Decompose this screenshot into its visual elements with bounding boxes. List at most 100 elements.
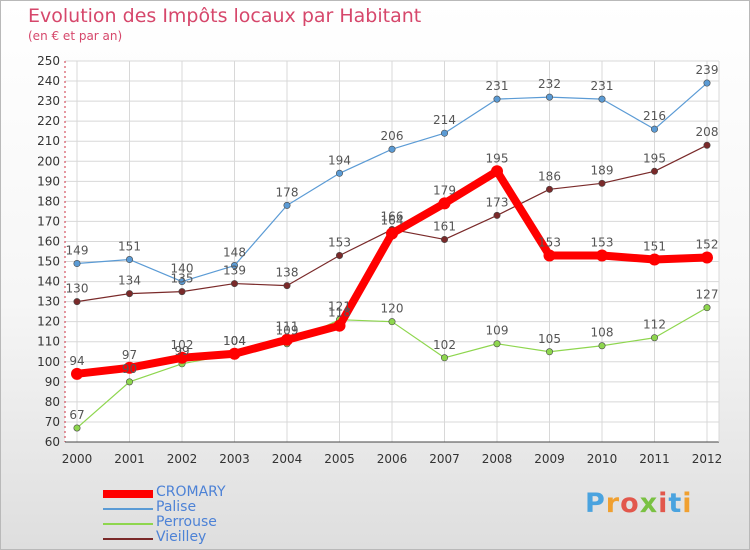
logo-letter: i (658, 488, 669, 519)
legend-label: Vieilley (156, 529, 207, 545)
data-label: 108 (591, 326, 614, 340)
data-label: 120 (381, 302, 404, 316)
y-tick-label: 250 (37, 54, 60, 68)
data-label: 186 (538, 169, 561, 183)
data-point (281, 333, 293, 346)
y-tick-label: 70 (45, 415, 60, 429)
x-tick-label: 2009 (534, 452, 565, 466)
x-tick-label: 2001 (114, 452, 145, 466)
data-point (126, 378, 134, 386)
legend: CROMARY Palise Perrouse Vieilley (103, 484, 303, 546)
data-label: 138 (276, 266, 299, 280)
y-tick-label: 180 (37, 194, 60, 208)
y-tick-label: 140 (37, 275, 60, 289)
data-label: 195 (486, 151, 509, 165)
y-tick-label: 80 (45, 395, 60, 409)
data-label: 130 (66, 282, 89, 296)
data-point (491, 165, 503, 178)
data-label: 164 (381, 213, 404, 227)
chart-title: Evolution des Impôts locaux par Habitant (28, 5, 422, 27)
data-point (440, 354, 448, 362)
proxiti-logo: Proxiti (585, 488, 693, 519)
data-label: 134 (118, 274, 141, 288)
y-tick-label: 240 (37, 74, 60, 88)
y-tick-label: 120 (37, 315, 60, 329)
data-point (596, 249, 608, 262)
data-point (440, 129, 448, 137)
data-point (650, 334, 658, 342)
logo-letter: t (668, 488, 683, 519)
x-tick-label: 2011 (639, 452, 670, 466)
data-point (545, 93, 553, 101)
data-label: 127 (696, 288, 719, 302)
y-tick-label: 220 (37, 114, 60, 128)
data-label: 135 (171, 272, 194, 286)
legend-swatch (103, 490, 153, 498)
data-label: 111 (276, 320, 299, 334)
logo-letter: o (620, 488, 640, 519)
data-label: 231 (591, 79, 614, 93)
y-tick-label: 90 (45, 375, 60, 389)
y-tick-label: 150 (37, 255, 60, 269)
data-label: 109 (276, 324, 299, 338)
data-label: 231 (486, 79, 509, 93)
legend-swatch (103, 538, 153, 540)
data-point (178, 288, 186, 296)
y-tick-label: 110 (37, 335, 60, 349)
data-label: 148 (223, 246, 246, 260)
data-label: 118 (328, 306, 351, 320)
data-point (176, 351, 188, 364)
y-tick-label: 100 (37, 355, 60, 369)
data-label: 139 (223, 264, 246, 278)
legend-label: Perrouse (156, 514, 217, 530)
data-point (126, 256, 134, 264)
data-point (71, 367, 83, 380)
data-point (388, 318, 396, 326)
data-point (123, 361, 136, 374)
x-tick-label: 2012 (692, 452, 723, 466)
data-point (598, 342, 606, 350)
data-label: 239 (696, 63, 719, 77)
data-label: 99 (174, 344, 189, 358)
legend-item: CROMARY (103, 484, 303, 501)
data-point (73, 298, 81, 306)
data-point (650, 167, 658, 175)
data-point (545, 348, 553, 356)
data-point (386, 227, 398, 240)
data-label: 105 (538, 332, 561, 346)
legend-label: CROMARY (156, 484, 226, 500)
data-label: 152 (696, 238, 719, 252)
legend-swatch (103, 523, 153, 525)
data-point (440, 235, 448, 243)
data-label: 90 (122, 362, 137, 376)
data-point (703, 304, 711, 312)
data-label: 104 (223, 334, 246, 348)
data-label: 149 (66, 244, 89, 258)
data-point (545, 185, 553, 193)
data-label: 214 (433, 113, 456, 127)
x-tick-label: 2007 (429, 452, 460, 466)
data-point (231, 262, 239, 270)
data-point (231, 280, 239, 288)
data-label: 153 (591, 236, 614, 250)
legend-label: Palise (156, 499, 197, 515)
data-point (73, 424, 81, 432)
data-label: 112 (643, 318, 666, 332)
x-tick-label: 2006 (377, 452, 408, 466)
data-point (648, 253, 661, 266)
data-point (335, 252, 343, 260)
data-label: 153 (328, 236, 351, 250)
legend-item: Perrouse (103, 514, 303, 531)
data-label: 179 (433, 183, 456, 197)
y-tick-label: 230 (37, 94, 60, 108)
data-label: 206 (381, 129, 404, 143)
data-label: 208 (696, 125, 719, 139)
x-tick-label: 2008 (482, 452, 513, 466)
data-point (283, 201, 291, 209)
chart-subtitle: (en € et par an) (28, 29, 123, 43)
x-tick-label: 2004 (272, 452, 303, 466)
data-point (543, 249, 556, 262)
data-label: 153 (538, 236, 561, 250)
y-tick-label: 60 (45, 435, 60, 449)
